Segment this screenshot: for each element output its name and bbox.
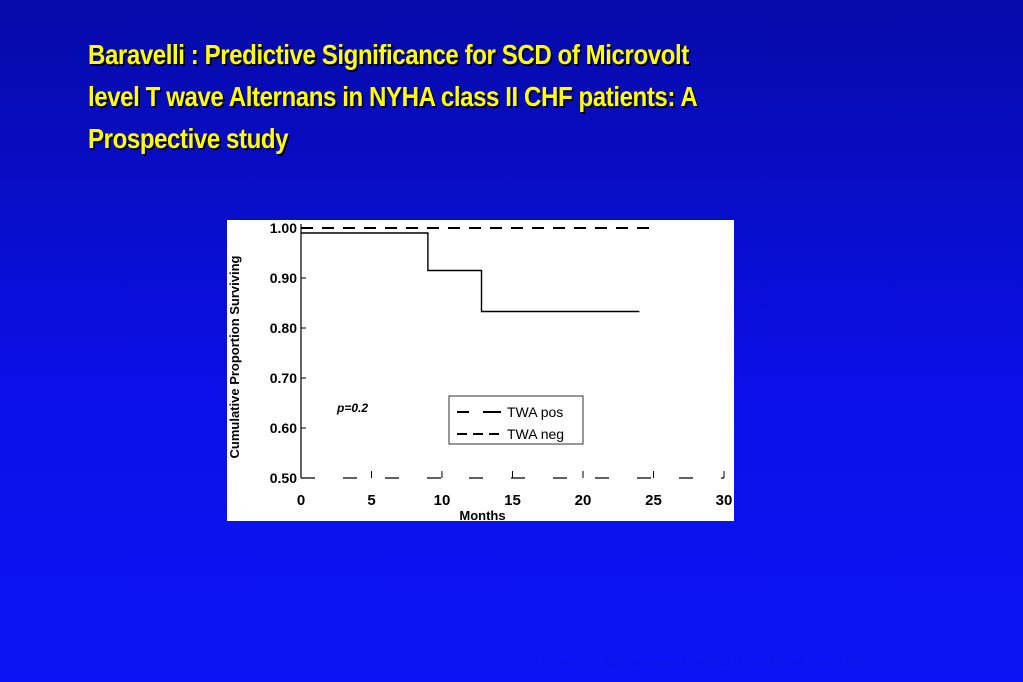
y-tick-label-5: 0.50 bbox=[270, 470, 297, 486]
title-line-3: Prospective study bbox=[88, 123, 289, 154]
x-tick-label-6: 30 bbox=[716, 492, 733, 509]
x-tick-label-4: 20 bbox=[575, 492, 592, 509]
citation: Baravelli et al, International Journal o… bbox=[542, 654, 873, 668]
labels-layer: p=0.2 Months Cumulative Proportion Survivi… bbox=[227, 255, 506, 521]
legend-label-0: TWA pos bbox=[507, 404, 563, 420]
legend-label-1: TWA neg bbox=[507, 426, 564, 442]
x-tick-label-2: 10 bbox=[434, 492, 451, 509]
x-tick-label-1: 5 bbox=[367, 492, 375, 509]
series-line-twa-pos bbox=[301, 232, 640, 313]
title-line-1: Baravelli : Predictive Significance for … bbox=[88, 39, 689, 70]
survival-chart-panel: 1.00 0.90 0.80 0.70 0.60 0.50 0 5 10 15 20 25 30 TWA… bbox=[227, 220, 734, 521]
y-tick-label-1: 0.90 bbox=[270, 270, 297, 286]
y-tick-label-4: 0.60 bbox=[270, 420, 297, 436]
ticks-layer: 1.00 0.90 0.80 0.70 0.60 0.500 5 10 15 20 25 30 bbox=[270, 220, 733, 509]
p-value-annotation: p=0.2 bbox=[336, 401, 368, 415]
x-tick-label-3: 15 bbox=[504, 492, 521, 509]
legend-box bbox=[448, 395, 584, 445]
y-axis-label: Cumulative Proportion Surviving bbox=[227, 255, 242, 458]
y-tick-label-3: 0.70 bbox=[270, 370, 297, 386]
title-line-2: level T wave Alternans in NYHA class II … bbox=[88, 81, 698, 112]
y-tick-label-2: 0.80 bbox=[270, 320, 297, 336]
x-axis-label: Months bbox=[459, 508, 505, 521]
legend: TWA pos TWA neg bbox=[448, 395, 584, 445]
series-layer bbox=[301, 227, 654, 313]
y-tick-label-0: 1.00 bbox=[270, 220, 297, 236]
x-tick-label-0: 0 bbox=[297, 492, 305, 509]
slide-title: Baravelli : Predictive Significance for … bbox=[88, 34, 845, 160]
x-tick-label-5: 25 bbox=[645, 492, 662, 509]
survival-chart: 1.00 0.90 0.80 0.70 0.60 0.500 5 10 15 20 25 30 TWA… bbox=[227, 220, 733, 521]
